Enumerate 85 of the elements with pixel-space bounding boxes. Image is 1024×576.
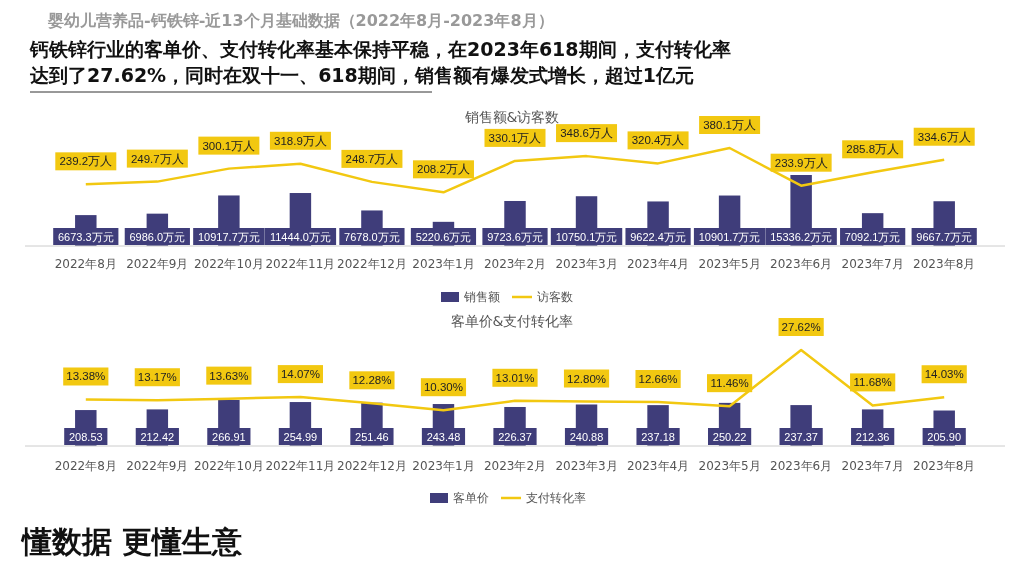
data-label: 10.30%: [423, 381, 463, 394]
legend-label: 支付转化率: [526, 491, 586, 505]
text: 达到了27.62%，同时在双十一、618期间，销售额有爆发式增长，超过1亿元: [29, 64, 695, 86]
x-tick-label: 2023年4月: [626, 257, 690, 271]
chart-title: 客单价&支付转化率: [450, 313, 574, 329]
data-label: 7678.0万元: [344, 231, 400, 243]
data-label: 9723.6万元: [487, 231, 543, 243]
x-tick-label: 2022年9月: [126, 459, 189, 473]
data-label: 348.6万人: [560, 127, 613, 140]
x-tick-label: 2023年8月: [913, 459, 976, 473]
x-tick-label: 2023年3月: [555, 257, 618, 271]
x-tick-label: 2022年11月: [265, 257, 336, 271]
data-label: 205.90: [927, 431, 962, 443]
x-tick-label: 2022年12月: [337, 257, 407, 271]
data-label: 380.1万人: [703, 119, 756, 131]
data-label: 11.46%: [710, 377, 749, 390]
x-tick-label: 2022年9月: [126, 257, 189, 271]
x-tick-label: 2023年6月: [770, 459, 833, 473]
x-tick-label: 2023年8月: [913, 257, 976, 271]
data-label: 318.9万人: [274, 134, 327, 147]
legend-label: 销售额: [463, 290, 500, 304]
x-tick-label: 2023年3月: [555, 459, 618, 473]
data-label: 250.22: [712, 431, 747, 443]
data-label: 237.18: [641, 431, 675, 443]
data-label: 10750.1万元: [555, 231, 618, 243]
legend-label: 访客数: [537, 290, 573, 304]
data-label: 14.03%: [924, 368, 964, 381]
x-tick-label: 2022年8月: [54, 257, 117, 271]
text: 懂数据 更懂生意: [20, 524, 244, 559]
x-tick-label: 2023年7月: [841, 459, 904, 473]
text: 婴幼儿营养品-钙铁锌-近13个月基础数据（2022年8月-2023年8月）: [47, 11, 554, 30]
x-tick-label: 2022年8月: [54, 459, 117, 473]
chart-title: 销售额&访客数: [463, 109, 560, 125]
data-label: 13.38%: [66, 370, 106, 383]
x-tick-label: 2023年1月: [412, 257, 475, 271]
data-label: 11444.0万元: [269, 231, 331, 243]
data-label: 6673.3万元: [57, 231, 114, 243]
data-label: 12.28%: [352, 374, 392, 387]
data-label: 10917.7万元: [197, 231, 260, 243]
x-tick-label: 2022年10月: [193, 257, 264, 271]
data-label: 212.42: [140, 431, 175, 443]
data-label: 300.1万人: [202, 139, 256, 152]
data-label: 254.99: [283, 431, 318, 443]
data-label: 13.17%: [137, 371, 177, 384]
data-label: 226.37: [498, 431, 532, 443]
data-label: 10901.7万元: [698, 231, 761, 243]
x-tick-label: 2023年5月: [698, 257, 761, 271]
x-tick-label: 2023年6月: [770, 257, 833, 271]
data-label: 15336.2万元: [770, 231, 833, 243]
data-label: 9667.7万元: [916, 231, 973, 243]
x-tick-label: 2022年11月: [265, 459, 336, 473]
data-label: 208.53: [68, 431, 103, 443]
x-tick-label: 2023年7月: [841, 257, 904, 271]
data-label: 330.1万人: [488, 131, 542, 144]
data-label: 13.01%: [495, 371, 535, 384]
data-label: 233.9万人: [774, 156, 828, 169]
x-tick-label: 2023年4月: [626, 459, 690, 473]
data-label: 240.88: [569, 431, 604, 443]
x-tick-label: 2022年12月: [337, 459, 407, 473]
data-label: 9622.4万元: [630, 231, 686, 243]
data-label: 27.62%: [781, 321, 821, 333]
data-label: 237.37: [784, 431, 818, 443]
data-label: 208.2万人: [417, 163, 470, 176]
data-label: 249.7万人: [130, 152, 184, 165]
data-label: 243.48: [426, 431, 461, 443]
data-label: 285.8万人: [846, 143, 900, 156]
data-label: 11.68%: [853, 376, 892, 389]
data-label: 14.07%: [280, 368, 320, 381]
data-label: 320.4万人: [631, 134, 685, 147]
text: 钙铁锌行业的客单价、支付转化率基本保持平稳，在2023年618期间，支付转化率: [29, 38, 731, 60]
data-label: 212.36: [855, 431, 890, 443]
x-tick-label: 2022年10月: [193, 459, 264, 473]
legend-label: 客单价: [453, 491, 489, 505]
x-tick-label: 2023年1月: [412, 459, 475, 473]
data-label: 266.91: [212, 431, 246, 443]
data-label: 12.80%: [567, 372, 607, 385]
x-tick-label: 2023年2月: [483, 459, 547, 473]
data-label: 248.7万人: [345, 152, 399, 165]
x-tick-label: 2023年5月: [698, 459, 761, 473]
data-label: 239.2万人: [59, 155, 113, 168]
data-label: 251.46: [355, 431, 389, 443]
data-label: 13.63%: [209, 369, 249, 382]
data-label: 12.66%: [638, 373, 678, 385]
data-label: 334.6万人: [917, 130, 971, 143]
x-tick-label: 2023年2月: [483, 257, 547, 271]
